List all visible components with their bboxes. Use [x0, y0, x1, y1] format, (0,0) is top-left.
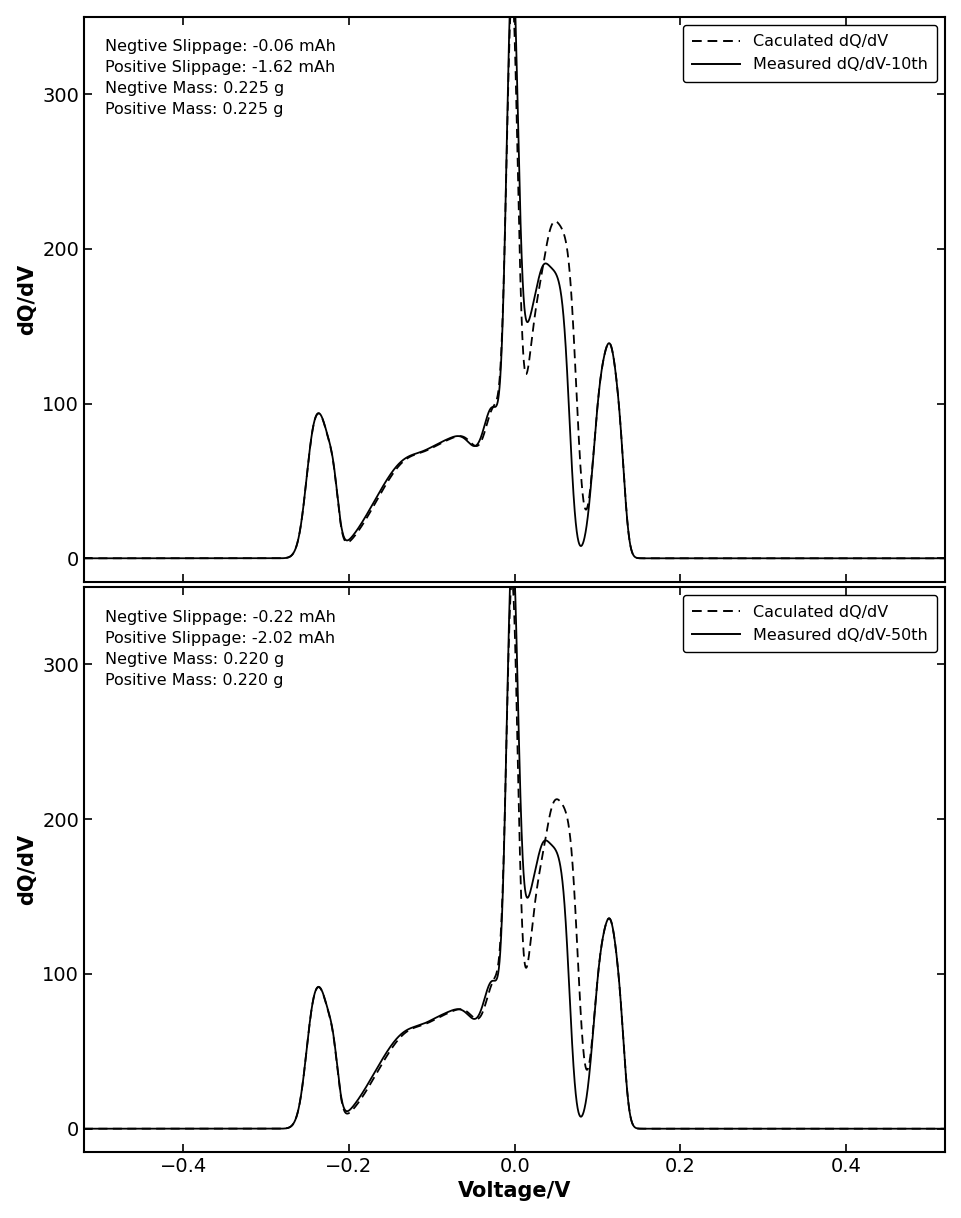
- X-axis label: Voltage/V: Voltage/V: [457, 1181, 571, 1201]
- Y-axis label: dQ/dV: dQ/dV: [16, 263, 37, 335]
- Y-axis label: dQ/dV: dQ/dV: [16, 834, 37, 905]
- Legend: Caculated dQ/dV, Measured dQ/dV-10th: Caculated dQ/dV, Measured dQ/dV-10th: [682, 24, 936, 82]
- Text: Negtive Slippage: -0.06 mAh
Positive Slippage: -1.62 mAh
Negtive Mass: 0.225 g
P: Negtive Slippage: -0.06 mAh Positive Sli…: [106, 39, 336, 117]
- Text: Negtive Slippage: -0.22 mAh
Positive Slippage: -2.02 mAh
Negtive Mass: 0.220 g
P: Negtive Slippage: -0.22 mAh Positive Sli…: [106, 610, 336, 688]
- Legend: Caculated dQ/dV, Measured dQ/dV-50th: Caculated dQ/dV, Measured dQ/dV-50th: [682, 596, 936, 652]
